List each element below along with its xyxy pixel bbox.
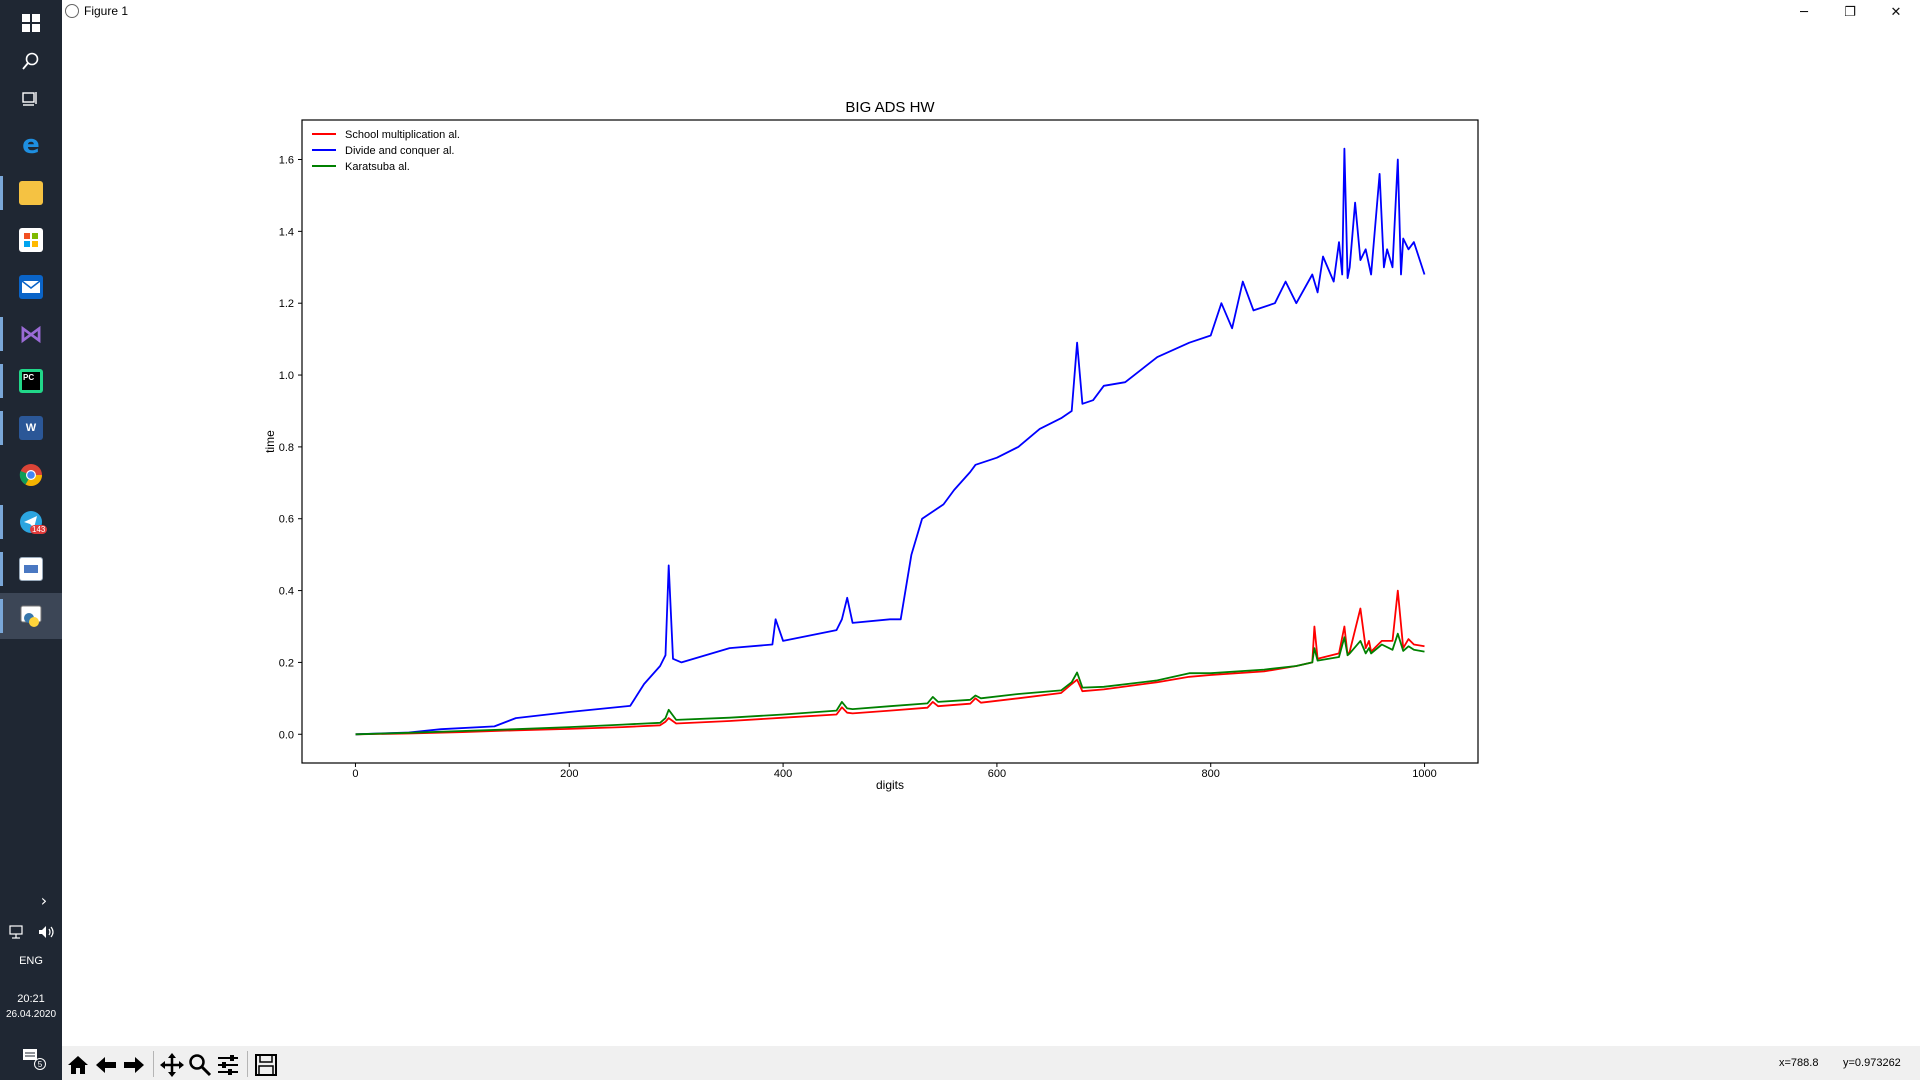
y-tick-label: 1.0 [279, 370, 294, 382]
home-icon [68, 1056, 88, 1074]
volume-button[interactable] [31, 920, 62, 944]
notification-icon [23, 1049, 37, 1060]
python-icon [20, 605, 42, 627]
x-tick-label: 400 [774, 768, 792, 780]
series-layer [355, 147, 1426, 736]
configure-subplots-button[interactable] [214, 1052, 242, 1078]
input-language[interactable]: ENG [19, 955, 43, 967]
matplotlib-icon [65, 4, 79, 18]
file-explorer-button[interactable] [0, 170, 62, 216]
series-line-2 [355, 147, 1426, 736]
forward-button[interactable] [120, 1052, 148, 1078]
back-button[interactable] [92, 1052, 120, 1078]
y-tick-label: 1.6 [279, 155, 294, 167]
figure-window: Figure 1 ─ ❐ ✕ BIG ADS HW 0 200 400 600 800 1… [62, 0, 1920, 1080]
close-button[interactable]: ✕ [1890, 4, 1902, 20]
volume-icon [38, 926, 54, 938]
chrome-icon [19, 464, 42, 486]
network-icon [8, 925, 23, 939]
y-tick-label: 1.4 [279, 226, 294, 238]
series-line-3 [355, 632, 1425, 736]
x-tick-label: 200 [560, 768, 578, 780]
windows-logo-icon [22, 14, 40, 32]
figure-toolbar: x=788.8 y=0.973262 [62, 1046, 1920, 1080]
save-icon [255, 1054, 277, 1076]
x-tick-label: 600 [988, 768, 1006, 780]
x-axis-ticks: 0 200 400 600 800 1000 [352, 763, 1437, 780]
y-tick-label: 0.8 [279, 442, 294, 454]
x-tick-label: 0 [352, 768, 358, 780]
pycharm-icon: PC [19, 369, 43, 393]
task-view-icon [22, 92, 37, 106]
edge-icon: e [22, 130, 40, 160]
title-bar[interactable]: Figure 1 ─ ❐ ✕ [62, 0, 1920, 24]
word-button[interactable]: W [0, 405, 62, 451]
legend: School multiplication al. Divide and conq… [312, 129, 460, 173]
store-button[interactable] [0, 217, 62, 263]
zoom-button[interactable] [186, 1052, 214, 1078]
y-axis-ticks: 0.0 0.2 0.4 0.6 0.8 1.0 1.2 1.4 1.6 [279, 155, 302, 741]
toolbar-separator [153, 1051, 154, 1077]
series-line-1 [355, 589, 1425, 736]
clock-date[interactable]: 26.04.2020 [5, 1009, 57, 1020]
mail-icon [19, 275, 43, 299]
legend-label: Karatsuba al. [345, 161, 410, 173]
telegram-button[interactable]: 143 [0, 499, 62, 545]
cursor-x-readout: x=788.8 [1779, 1057, 1819, 1069]
y-axis-label: time [263, 430, 277, 453]
visual-studio-icon: ⋈ [19, 320, 43, 348]
zoom-icon [189, 1054, 212, 1077]
task-view-button[interactable] [0, 76, 62, 122]
y-tick-label: 0.2 [279, 657, 294, 669]
notification-count: 5 [34, 1058, 46, 1070]
y-tick-label: 1.2 [279, 298, 294, 310]
y-tick-label: 0.0 [279, 729, 294, 741]
show-hidden-icons-button[interactable]: › [0, 888, 62, 914]
search-button[interactable] [0, 38, 62, 84]
x-axis-label: digits [876, 778, 904, 792]
store-icon [19, 228, 43, 252]
save-button[interactable] [252, 1052, 280, 1078]
chrome-button[interactable] [0, 452, 62, 498]
minimize-button[interactable]: ─ [1800, 4, 1808, 20]
x-tick-label: 800 [1202, 768, 1220, 780]
axes-frame [301, 119, 1479, 764]
cursor-y-readout: y=0.973262 [1843, 1057, 1901, 1069]
chart-title: BIG ADS HW [845, 99, 935, 116]
y-tick-label: 0.6 [279, 514, 294, 526]
clock-time[interactable]: 20:21 [17, 993, 45, 1005]
back-arrow-icon [96, 1057, 116, 1073]
edge-button[interactable]: e [0, 122, 62, 168]
restore-button[interactable]: ❐ [1844, 4, 1856, 20]
y-tick-label: 0.4 [279, 586, 294, 598]
mail-button[interactable] [0, 264, 62, 310]
window-title: Figure 1 [84, 4, 129, 18]
configure-subplots-icon [218, 1055, 238, 1075]
word-icon: W [19, 416, 43, 440]
x-tick-label: 1000 [1412, 768, 1436, 780]
app-window-icon [19, 557, 43, 581]
network-button[interactable] [0, 920, 31, 944]
search-icon [22, 52, 39, 70]
action-center-button[interactable]: 5 [0, 1040, 62, 1074]
pan-button[interactable] [158, 1052, 186, 1078]
forward-arrow-icon [124, 1057, 144, 1073]
start-button[interactable] [0, 0, 62, 46]
toolbar-separator [247, 1051, 248, 1077]
plot-canvas[interactable]: BIG ADS HW 0 200 400 600 800 1000 0.00.20.40.… [62, 0, 1920, 1046]
pan-icon [160, 1053, 184, 1077]
windows-taskbar: e ⋈ PC W 143 [0, 0, 62, 1080]
chevron-right-icon: › [40, 891, 48, 910]
pycharm-button[interactable]: PC [0, 358, 62, 404]
home-button[interactable] [64, 1052, 92, 1078]
visual-studio-button[interactable]: ⋈ [0, 311, 62, 357]
app-window-button[interactable] [0, 546, 62, 592]
legend-label: Divide and conquer al. [345, 145, 454, 157]
telegram-unread-badge: 143 [30, 525, 48, 534]
python-button[interactable] [0, 593, 62, 639]
legend-label: School multiplication al. [345, 129, 460, 141]
folder-icon [19, 181, 43, 205]
